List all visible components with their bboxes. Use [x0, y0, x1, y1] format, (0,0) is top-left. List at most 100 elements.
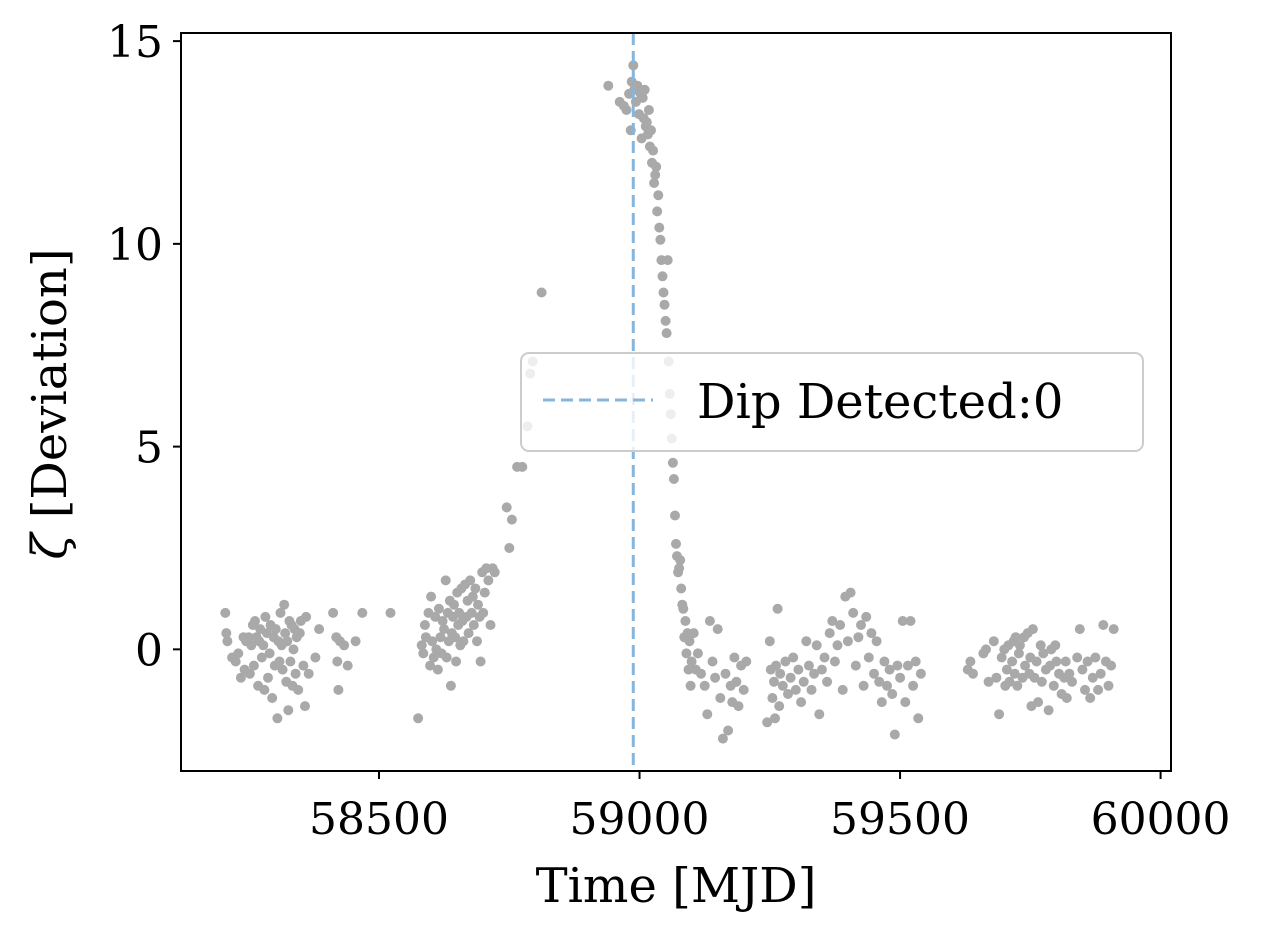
- data-point: [1048, 680, 1059, 691]
- data-point: [428, 652, 439, 663]
- data-point: [994, 709, 1005, 720]
- data-point: [785, 672, 796, 683]
- data-point: [655, 234, 666, 245]
- data-point: [222, 636, 233, 647]
- data-point: [788, 652, 799, 663]
- data-point: [653, 190, 664, 201]
- data-point: [895, 672, 906, 683]
- data-point: [731, 676, 742, 687]
- y-axis-label: ζ [Deviation]: [22, 248, 78, 559]
- data-point: [451, 656, 462, 667]
- data-point: [832, 640, 843, 651]
- legend-label: Dip Detected:0: [697, 374, 1063, 430]
- data-point: [1095, 668, 1106, 679]
- data-point: [769, 676, 779, 687]
- data-point: [887, 689, 898, 699]
- data-point: [845, 587, 856, 598]
- y-axis-text: [Deviation]: [22, 248, 78, 533]
- data-point: [293, 684, 304, 695]
- data-point: [661, 328, 672, 339]
- data-point: [696, 668, 706, 679]
- data-point: [473, 599, 483, 610]
- data-point: [639, 84, 650, 95]
- data-point: [771, 660, 781, 671]
- data-point: [658, 287, 669, 298]
- data-point: [991, 672, 1002, 683]
- data-point: [244, 668, 255, 679]
- data-point: [1067, 676, 1077, 687]
- data-point: [675, 555, 686, 566]
- data-point: [641, 117, 652, 128]
- data-point: [603, 80, 614, 91]
- data-point: [762, 717, 773, 728]
- data-point: [1035, 640, 1046, 651]
- data-point: [1087, 672, 1098, 683]
- data-point: [221, 628, 232, 639]
- data-point: [467, 591, 478, 602]
- x-tick-label: 59000: [570, 794, 710, 845]
- data-point: [439, 624, 450, 635]
- data-point: [256, 652, 267, 663]
- data-point: [981, 644, 991, 655]
- data-point: [908, 680, 919, 691]
- data-point: [671, 538, 681, 549]
- data-point: [314, 624, 325, 635]
- data-point: [250, 616, 260, 626]
- data-point: [915, 668, 926, 679]
- data-point: [777, 680, 788, 691]
- data-point: [866, 628, 877, 639]
- x-tick-label: 59500: [830, 794, 970, 845]
- data-point: [437, 616, 448, 626]
- scatter-points: [220, 60, 1119, 744]
- data-point: [483, 575, 494, 586]
- data-point: [869, 668, 879, 679]
- data-point: [861, 611, 872, 622]
- data-point: [676, 583, 687, 594]
- data-point: [263, 672, 273, 683]
- data-point: [988, 636, 999, 647]
- data-point: [814, 709, 825, 720]
- data-point: [686, 656, 697, 667]
- data-point: [425, 660, 436, 671]
- data-point: [654, 222, 665, 233]
- data-point: [871, 636, 882, 647]
- data-point: [876, 697, 887, 708]
- data-point: [965, 656, 976, 667]
- plot-area-frame: [180, 32, 1172, 772]
- data-point: [1098, 620, 1109, 630]
- data-point: [715, 693, 726, 703]
- data-point: [235, 672, 246, 683]
- data-point: [472, 636, 482, 647]
- data-point: [646, 125, 656, 136]
- data-point: [282, 636, 293, 647]
- data-point: [339, 640, 350, 651]
- data-point: [741, 656, 752, 667]
- y-tick-label: 10: [107, 220, 163, 271]
- data-point: [659, 299, 670, 310]
- data-point: [1085, 693, 1096, 703]
- data-point: [790, 684, 801, 695]
- data-point: [723, 725, 734, 736]
- data-point: [892, 660, 903, 671]
- data-point: [621, 105, 632, 115]
- data-point: [1027, 624, 1038, 635]
- data-point: [449, 599, 459, 610]
- data-point: [357, 607, 368, 618]
- data-point: [350, 636, 361, 647]
- data-point: [479, 587, 490, 598]
- data-point: [1020, 660, 1031, 671]
- data-point: [1050, 640, 1061, 651]
- data-point: [478, 607, 489, 618]
- data-point: [717, 733, 728, 744]
- data-point: [1007, 656, 1018, 667]
- data-point: [1031, 656, 1042, 667]
- data-point: [827, 616, 838, 626]
- data-point: [968, 668, 978, 679]
- data-point: [426, 591, 437, 602]
- data-point: [506, 514, 517, 525]
- data-point: [858, 680, 869, 691]
- data-point: [430, 611, 441, 622]
- data-point: [328, 607, 339, 618]
- data-point: [413, 713, 424, 724]
- data-point: [433, 603, 444, 614]
